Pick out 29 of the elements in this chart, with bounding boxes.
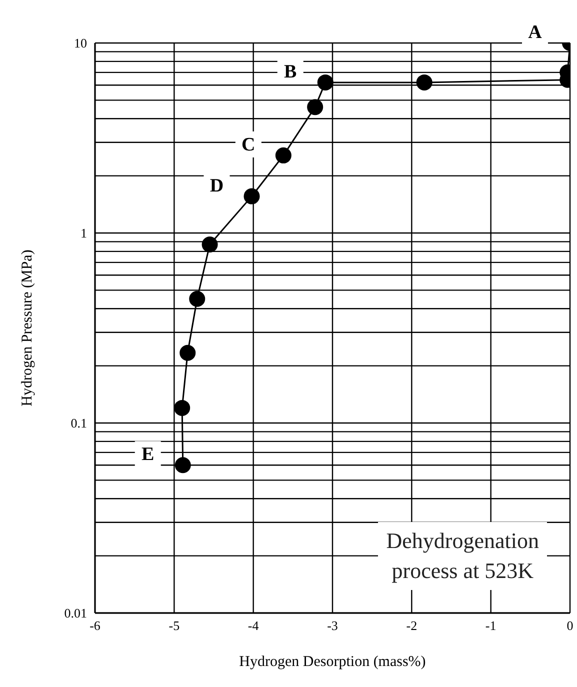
x-tick-label: 0: [566, 618, 574, 634]
x-tick-label: -6: [90, 618, 101, 634]
point: [180, 344, 196, 361]
annotation: E: [142, 444, 154, 466]
annotation: D: [210, 175, 224, 196]
x-tick-label: -4: [248, 618, 260, 634]
point: [244, 188, 260, 204]
annotation: C: [242, 134, 256, 156]
point: [202, 236, 218, 252]
y-axis-title: Hydrogen Pressure (MPa): [19, 250, 36, 406]
point: [189, 290, 206, 307]
x-tick-label: -3: [327, 618, 338, 634]
y-tick-label: 1: [80, 226, 87, 241]
point: [174, 400, 190, 416]
point: [174, 457, 191, 474]
y-tick-label: 10: [74, 36, 87, 51]
x-tick-label: -2: [406, 618, 418, 634]
annotation: A: [528, 22, 542, 43]
point: [416, 74, 432, 90]
annotation: B: [284, 61, 298, 82]
x-axis-title: Hydrogen Desorption (mass%): [239, 654, 426, 670]
x-tick-label: -5: [168, 618, 180, 634]
y-tick-label: 0.1: [70, 416, 87, 431]
point: [275, 147, 292, 164]
x-tick-label: -1: [485, 618, 496, 634]
annotation: Dehydrogenation process at 523K: [378, 522, 547, 590]
y-tick-label: 0.01: [64, 606, 87, 621]
point: [317, 74, 334, 90]
point: [307, 99, 324, 116]
